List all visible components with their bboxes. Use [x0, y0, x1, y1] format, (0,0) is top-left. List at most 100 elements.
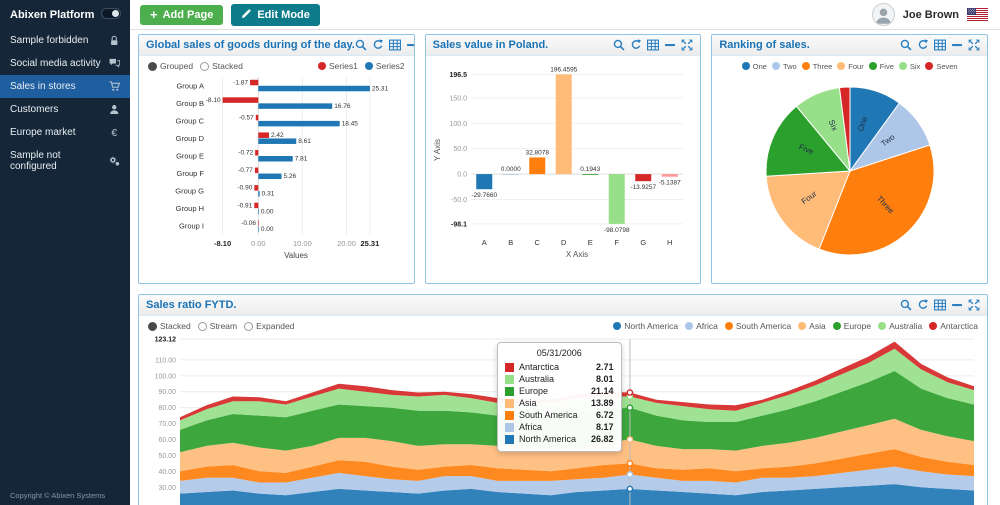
pie-slice-four[interactable] — [765, 170, 851, 250]
legend-item-asia[interactable]: Asia — [798, 321, 826, 331]
sidebar-toggle-icon[interactable] — [101, 8, 121, 22]
bar[interactable] — [529, 157, 546, 175]
add-page-button[interactable]: + Add Page — [140, 4, 224, 25]
bar[interactable] — [258, 208, 260, 215]
sidebar-item-sample-forbidden[interactable]: Sample forbidden — [0, 29, 130, 52]
avatar[interactable] — [871, 3, 895, 26]
sidebar-item-europe-market[interactable]: Europe market € — [0, 121, 130, 144]
sidebar-item-social-media-activity[interactable]: Social media activity — [0, 52, 130, 75]
bar[interactable] — [258, 191, 260, 197]
bar[interactable] — [258, 132, 270, 138]
refresh-icon[interactable] — [372, 39, 384, 51]
area-australia[interactable] — [180, 348, 974, 430]
refresh-icon[interactable] — [630, 39, 642, 51]
zoom-icon[interactable] — [900, 39, 912, 51]
bar[interactable] — [258, 226, 260, 232]
radio-stacked[interactable]: Stacked — [148, 321, 191, 331]
pie-slice-seven[interactable] — [838, 86, 851, 172]
legend-item-five[interactable]: Five — [868, 62, 894, 71]
sidebar-nav: Sample forbidden Social media activity Sal… — [0, 29, 130, 178]
bar[interactable] — [258, 103, 333, 109]
value-label: -5.1387 — [659, 180, 681, 187]
edit-mode-button[interactable]: Edit Mode — [231, 3, 320, 26]
bar[interactable] — [258, 220, 259, 226]
refresh-icon[interactable] — [917, 299, 929, 311]
bar[interactable] — [254, 185, 259, 191]
stacked-area-chart[interactable]: 123.12 110.00 100.00 90.00 80.00 70.00 60.00 50… — [142, 333, 984, 505]
sidebar-item-sample-not-configured[interactable]: Sample not configured — [0, 144, 130, 178]
bar[interactable] — [661, 174, 678, 177]
bar[interactable] — [222, 97, 259, 103]
radio-expanded[interactable]: Expanded — [244, 321, 294, 331]
legend-item-north-america[interactable]: North America — [613, 321, 678, 331]
table-icon[interactable] — [388, 39, 401, 51]
pie-slice-five[interactable] — [765, 105, 851, 177]
bar[interactable] — [502, 174, 519, 175]
bar[interactable] — [635, 174, 652, 182]
table-icon[interactable] — [934, 39, 947, 51]
area-africa[interactable] — [180, 466, 974, 496]
legend-item-series2[interactable]: Series2 — [364, 61, 405, 71]
legend-item-antarctica[interactable]: Antarctica — [929, 321, 978, 331]
bar[interactable] — [255, 150, 259, 156]
bar[interactable] — [582, 174, 599, 175]
collapse-icon[interactable] — [951, 39, 963, 51]
sidebar-item-sales-in-stores[interactable]: Sales in stores — [0, 75, 130, 98]
horizontal-bar-chart[interactable]: -8.10 0.00 10.00 20.00 25.31 Values Group A -1.… — [142, 73, 411, 269]
panel-title: Global sales of goods during of the day. — [146, 39, 355, 51]
hover-point — [626, 485, 634, 493]
bar[interactable] — [258, 156, 294, 162]
expand-icon[interactable] — [968, 299, 980, 311]
legend-item-four[interactable]: Four — [837, 62, 864, 71]
legend-item-seven[interactable]: Seven — [925, 62, 958, 71]
bar[interactable] — [608, 174, 625, 224]
zoom-icon[interactable] — [900, 299, 912, 311]
area-antarctica[interactable] — [180, 341, 974, 421]
vertical-bar-chart[interactable]: 196.5 150.0 100.0 50.0 0.0 -50.0 -98.1 Y Axis -2… — [429, 57, 698, 261]
legend-item-australia[interactable]: Australia — [878, 321, 922, 331]
bar[interactable] — [476, 174, 493, 190]
chart-canvas: 123.12 110.00 100.00 90.00 80.00 70.00 60.00 50… — [155, 337, 974, 505]
legend-item-africa[interactable]: Africa — [685, 321, 718, 331]
bar[interactable] — [250, 79, 259, 86]
y-tick-label: 150.0 — [449, 95, 467, 102]
collapse-icon[interactable] — [406, 39, 414, 51]
expand-icon[interactable] — [681, 39, 693, 51]
area-south-america[interactable] — [180, 449, 974, 483]
bar[interactable] — [258, 85, 371, 92]
y-tick-label: 0.0 — [457, 172, 467, 179]
legend-item-south-america[interactable]: South America — [724, 321, 791, 331]
radio-grouped[interactable]: Grouped — [148, 61, 193, 71]
table-icon[interactable] — [934, 299, 946, 311]
bar[interactable] — [258, 120, 340, 127]
bar[interactable] — [254, 202, 259, 209]
collapse-icon[interactable] — [664, 39, 676, 51]
bar[interactable] — [258, 173, 282, 180]
collapse-icon[interactable] — [951, 299, 963, 311]
area-europe[interactable] — [180, 371, 974, 453]
bar[interactable] — [258, 138, 297, 144]
us-flag-icon[interactable] — [967, 8, 988, 21]
legend-item-three[interactable]: Three — [801, 62, 832, 71]
radio-stacked[interactable]: Stacked — [200, 61, 243, 71]
bar[interactable] — [555, 74, 572, 175]
zoom-icon[interactable] — [355, 39, 367, 51]
expand-icon[interactable] — [968, 39, 980, 51]
legend-item-one[interactable]: One — [741, 62, 767, 71]
radio-stream[interactable]: Stream — [197, 321, 237, 331]
bar[interactable] — [255, 167, 259, 174]
area-asia[interactable] — [180, 418, 974, 473]
area-north-america[interactable] — [180, 484, 974, 505]
table-icon[interactable] — [647, 39, 660, 51]
bar[interactable] — [256, 114, 259, 121]
panel-body: Stacked Stream Expanded North America Afric… — [139, 316, 987, 505]
pie-chart[interactable]: One Two Three Four Five Six — [715, 73, 984, 269]
legend-item-two[interactable]: Two — [771, 62, 797, 71]
zoom-icon[interactable] — [613, 39, 625, 51]
pie-slice-three[interactable] — [818, 144, 935, 256]
legend-item-six[interactable]: Six — [898, 62, 920, 71]
refresh-icon[interactable] — [917, 39, 929, 51]
legend-item-series1[interactable]: Series1 — [318, 61, 358, 71]
legend-item-europe[interactable]: Europe — [832, 321, 871, 331]
sidebar-item-customers[interactable]: Customers — [0, 98, 130, 121]
